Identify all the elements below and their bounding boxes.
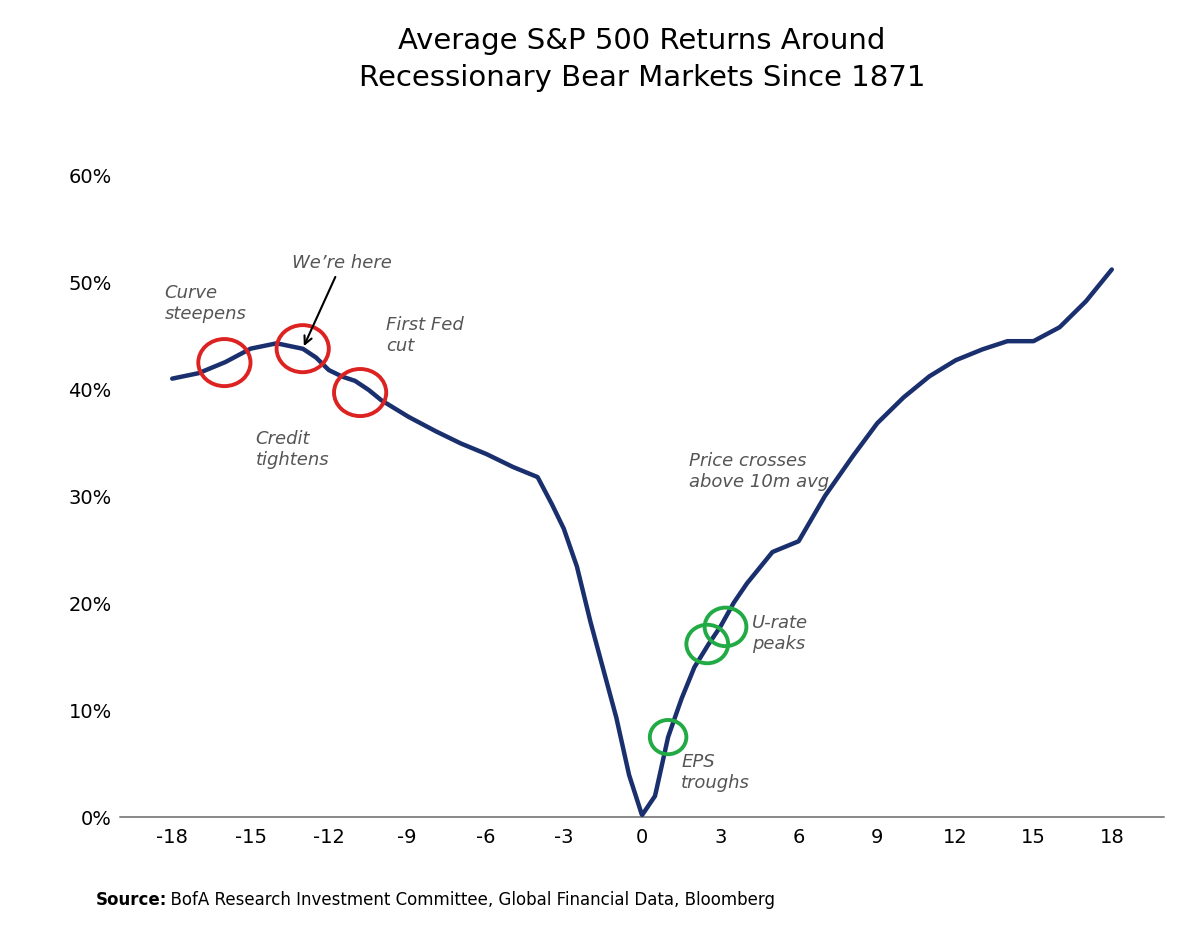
- Text: EPS
troughs: EPS troughs: [682, 753, 750, 792]
- Text: First Fed
cut: First Fed cut: [386, 317, 464, 355]
- Text: Credit
tightens: Credit tightens: [256, 430, 329, 469]
- Text: Price crosses
above 10m avg: Price crosses above 10m avg: [689, 452, 829, 491]
- Title: Average S&P 500 Returns Around
Recessionary Bear Markets Since 1871: Average S&P 500 Returns Around Recession…: [359, 28, 925, 92]
- Text: Curve
steepens: Curve steepens: [164, 284, 246, 323]
- Text: Source:: Source:: [96, 892, 167, 909]
- Text: We’re here: We’re here: [292, 254, 391, 344]
- Text: U-rate
peaks: U-rate peaks: [751, 614, 808, 653]
- Text: BofA Research Investment Committee, Global Financial Data, Bloomberg: BofA Research Investment Committee, Glob…: [160, 892, 775, 909]
